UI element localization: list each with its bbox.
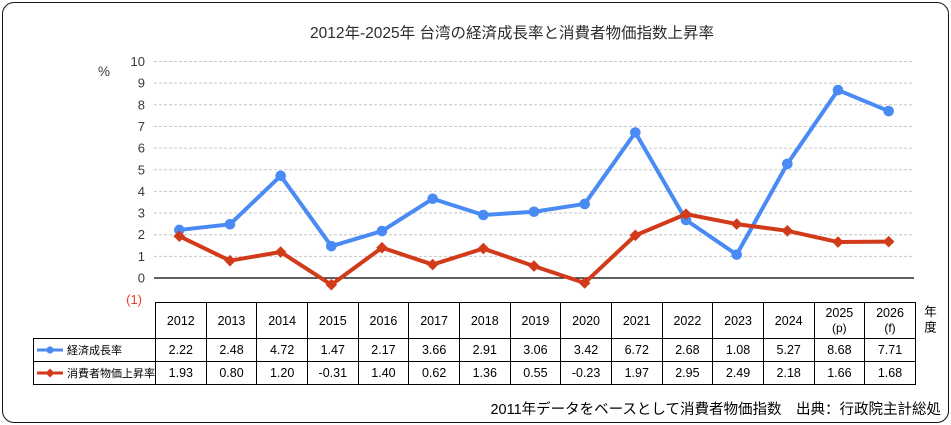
value-cell-economic-growth: 5.27 bbox=[762, 338, 815, 362]
value-cell-economic-growth: 2.22 bbox=[155, 338, 207, 362]
value-cell-cpi: 1.20 bbox=[256, 361, 308, 385]
value-cell-economic-growth: 3.66 bbox=[408, 338, 460, 362]
legend-line-icon-economic-growth bbox=[37, 346, 63, 354]
year-header-cell: 2019 bbox=[509, 302, 562, 339]
value-cell-economic-growth: 2.68 bbox=[661, 338, 714, 362]
table-corner-cell bbox=[34, 303, 156, 339]
value-cell-economic-growth: 6.72 bbox=[610, 338, 663, 362]
year-header-cell: 2025 (p) bbox=[813, 302, 866, 339]
data-table: 2012 2013 2014 2015 2016 2017 2018 2019 2020 2021… bbox=[33, 302, 916, 385]
legend-label-cpi: 消費者物価上昇率 bbox=[67, 368, 155, 380]
year-header-cell: 2024 bbox=[762, 302, 815, 339]
value-cell-cpi: 1.66 bbox=[813, 361, 866, 385]
value-cell-cpi: -0.23 bbox=[560, 361, 612, 385]
value-cell-economic-growth: 3.06 bbox=[509, 338, 562, 362]
value-cell-economic-growth: 7.71 bbox=[864, 338, 916, 362]
value-cell-cpi: -0.31 bbox=[306, 361, 359, 385]
value-cell-cpi: 2.95 bbox=[661, 361, 714, 385]
value-cell-economic-growth: 2.91 bbox=[458, 338, 511, 362]
year-header-cell: 2023 bbox=[712, 302, 764, 339]
value-cell-economic-growth: 1.08 bbox=[712, 338, 764, 362]
year-header-cell: 2021 bbox=[610, 302, 663, 339]
value-cell-economic-growth: 1.47 bbox=[306, 338, 359, 362]
year-header-cell: 2026 (f) bbox=[864, 302, 916, 339]
year-header-cell: 2015 bbox=[306, 302, 359, 339]
year-axis-label: 年度 bbox=[922, 305, 936, 336]
value-cell-cpi: 2.18 bbox=[762, 361, 815, 385]
series-row-cpi: 消費者物価上昇率 1.93 0.80 1.20 -0.31 1.40 0.62 1.36 0.5… bbox=[33, 361, 916, 385]
value-cell-cpi: 2.49 bbox=[712, 361, 764, 385]
value-cell-cpi: 1.97 bbox=[610, 361, 663, 385]
year-header-cell: 2014 bbox=[256, 302, 308, 339]
year-header-row: 2012 2013 2014 2015 2016 2017 2018 2019 2020 2021… bbox=[34, 302, 916, 339]
legend-label-economic-growth: 経済成長率 bbox=[67, 345, 122, 357]
value-cell-cpi: 0.55 bbox=[509, 361, 562, 385]
value-cell-cpi: 0.80 bbox=[205, 361, 258, 385]
value-cell-economic-growth: 4.72 bbox=[256, 338, 308, 362]
value-cell-cpi: 0.62 bbox=[408, 361, 460, 385]
legend-marker-icon bbox=[45, 368, 55, 378]
year-header-cell: 2020 bbox=[560, 302, 612, 339]
value-cell-cpi: 1.93 bbox=[155, 361, 207, 385]
year-header-cell: 2017 bbox=[408, 302, 460, 339]
chart-title: 2012年-2025年 台湾の経済成長率と消費者物価指数上昇率 bbox=[310, 25, 714, 42]
year-header-cell: 2016 bbox=[357, 302, 410, 339]
value-cell-cpi: 1.36 bbox=[458, 361, 511, 385]
legend-cell-economic-growth: 経済成長率 bbox=[33, 338, 156, 362]
value-cell-economic-growth: 8.68 bbox=[813, 338, 866, 362]
value-cell-cpi: 1.40 bbox=[357, 361, 410, 385]
value-cell-economic-growth: 2.17 bbox=[357, 338, 410, 362]
year-header-cell: 2013 bbox=[205, 302, 258, 339]
value-cell-economic-growth: 3.42 bbox=[560, 338, 612, 362]
legend-cell-cpi: 消費者物価上昇率 bbox=[33, 361, 156, 385]
value-cell-cpi: 1.68 bbox=[864, 361, 916, 385]
year-header-cell: 2018 bbox=[458, 302, 511, 339]
value-cell-economic-growth: 2.48 bbox=[205, 338, 258, 362]
source-caption: 2011年データをベースとして消費者物価指数 出典：行政院主計総処 bbox=[490, 402, 941, 418]
legend-line-icon-cpi bbox=[37, 368, 63, 378]
legend-marker-icon bbox=[46, 346, 54, 354]
series-row-economic-growth: 経済成長率 2.22 2.48 4.72 1.47 2.17 3.66 2.91 3.06 3.4… bbox=[33, 338, 916, 362]
year-header-cell: 2012 bbox=[155, 302, 207, 339]
year-header-cell: 2022 bbox=[661, 302, 714, 339]
